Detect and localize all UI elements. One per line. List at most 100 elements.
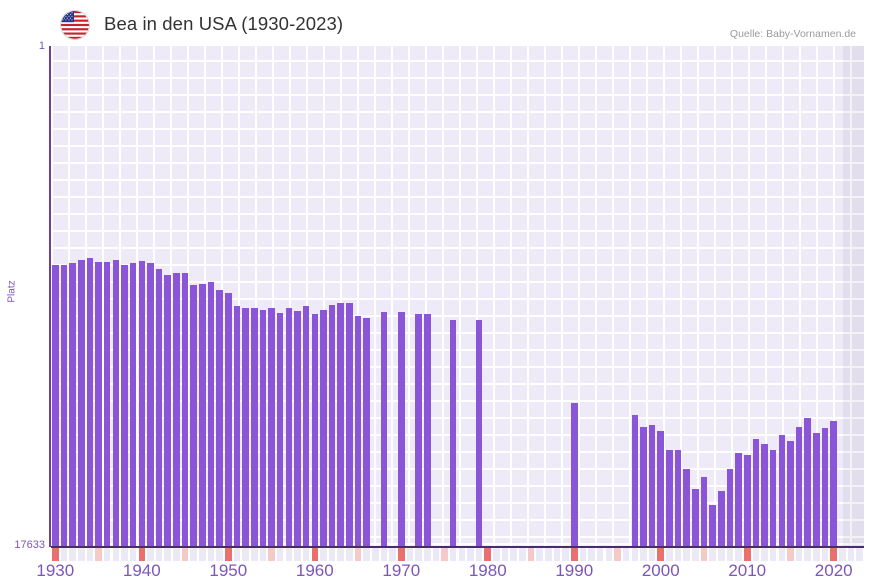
bar-1940[interactable] xyxy=(138,261,146,546)
bar-1951[interactable] xyxy=(233,305,241,546)
x-tick-2002 xyxy=(674,548,682,561)
bar-1960[interactable] xyxy=(311,313,319,546)
x-tick-1954 xyxy=(259,548,267,561)
y-axis-line xyxy=(49,46,51,547)
bar-1949[interactable] xyxy=(216,290,223,546)
x-tick-1994 xyxy=(605,548,613,561)
x-tick-1989 xyxy=(562,548,569,561)
bar-1990[interactable] xyxy=(570,403,578,546)
x-tick-1973 xyxy=(423,548,431,561)
bar-2003[interactable] xyxy=(683,468,690,546)
bar-1950[interactable] xyxy=(225,292,232,546)
bar-1979[interactable] xyxy=(475,319,483,546)
bar-1936[interactable] xyxy=(103,262,111,546)
y-axis: 1 17633 Platz xyxy=(0,0,50,587)
bar-1938[interactable] xyxy=(121,265,128,546)
x-tick-1999 xyxy=(648,548,656,561)
bar-1963[interactable] xyxy=(337,302,344,546)
x-tick-2019 xyxy=(821,548,829,561)
y-axis-top-tick: 1 xyxy=(38,40,45,52)
bar-1973[interactable] xyxy=(423,313,431,546)
future-shaded-region xyxy=(843,46,864,546)
x-tick-2021 xyxy=(839,548,846,561)
bar-1946[interactable] xyxy=(190,284,197,546)
bar-1953[interactable] xyxy=(250,307,258,546)
bar-1958[interactable] xyxy=(294,310,301,546)
x-tick-1956 xyxy=(276,548,284,561)
bar-1952[interactable] xyxy=(242,307,249,546)
bar-2010[interactable] xyxy=(743,455,751,546)
bar-2009[interactable] xyxy=(735,453,742,546)
x-tick-1970 xyxy=(397,548,405,561)
bar-2005[interactable] xyxy=(700,477,708,546)
x-tick-2009 xyxy=(735,548,742,561)
x-tick-2012 xyxy=(761,548,768,561)
bar-2002[interactable] xyxy=(674,449,682,546)
bar-1955[interactable] xyxy=(268,307,275,546)
bar-1954[interactable] xyxy=(259,309,267,546)
bar-1934[interactable] xyxy=(86,258,94,546)
x-axis-label-1930: 1930 xyxy=(36,561,75,580)
bar-1959[interactable] xyxy=(302,305,310,546)
bar-1939[interactable] xyxy=(129,263,137,546)
bar-1944[interactable] xyxy=(173,273,180,546)
bar-1947[interactable] xyxy=(199,284,206,546)
bar-1943[interactable] xyxy=(164,275,172,546)
x-tick-2003 xyxy=(683,548,690,561)
bar-2013[interactable] xyxy=(769,450,777,546)
bar-2011[interactable] xyxy=(752,439,760,546)
bar-1961[interactable] xyxy=(320,309,327,546)
x-axis-label-1940: 1940 xyxy=(122,561,161,580)
bar-1964[interactable] xyxy=(346,302,353,546)
bar-1976[interactable] xyxy=(449,319,457,546)
bar-1945[interactable] xyxy=(181,273,189,546)
x-tick-1990 xyxy=(570,548,578,561)
bar-1968[interactable] xyxy=(380,311,388,546)
bar-1948[interactable] xyxy=(207,281,215,546)
bar-1930[interactable] xyxy=(52,265,59,546)
x-tick-1992 xyxy=(588,548,595,561)
x-tick-1971 xyxy=(406,548,414,561)
x-tick-1940 xyxy=(138,548,146,561)
bar-1972[interactable] xyxy=(415,313,422,546)
bar-2000[interactable] xyxy=(657,430,665,546)
x-tick-1960 xyxy=(311,548,319,561)
bar-1942[interactable] xyxy=(155,269,163,546)
x-tick-1957 xyxy=(285,548,293,561)
bar-2018[interactable] xyxy=(813,432,820,546)
bar-1935[interactable] xyxy=(95,261,102,546)
bar-1997[interactable] xyxy=(631,414,639,546)
bar-1931[interactable] xyxy=(60,265,68,546)
bar-1956[interactable] xyxy=(276,312,284,546)
bar-1965[interactable] xyxy=(354,315,362,546)
bar-1966[interactable] xyxy=(363,317,370,546)
x-tick-2017 xyxy=(804,548,812,561)
bar-2016[interactable] xyxy=(795,426,803,546)
x-tick-2020 xyxy=(830,548,837,561)
bar-2014[interactable] xyxy=(778,435,786,546)
bar-2017[interactable] xyxy=(804,418,812,546)
bar-2008[interactable] xyxy=(726,469,734,546)
bar-2020[interactable] xyxy=(830,421,837,546)
bar-2006[interactable] xyxy=(709,505,716,546)
bar-1998[interactable] xyxy=(640,426,647,546)
bar-1937[interactable] xyxy=(112,260,120,546)
bar-2012[interactable] xyxy=(761,444,768,546)
bar-1941[interactable] xyxy=(147,263,154,546)
bar-2004[interactable] xyxy=(692,489,699,546)
bar-1962[interactable] xyxy=(328,304,336,546)
x-axis-tick-strip xyxy=(51,548,864,561)
bar-2001[interactable] xyxy=(666,449,673,546)
x-tick-2000 xyxy=(657,548,665,561)
bar-2019[interactable] xyxy=(821,427,829,546)
bar-2007[interactable] xyxy=(718,491,725,546)
bar-1957[interactable] xyxy=(285,307,293,546)
bar-1933[interactable] xyxy=(77,260,85,546)
bar-2015[interactable] xyxy=(787,441,794,546)
bar-1999[interactable] xyxy=(648,425,656,546)
page-title: Bea in den USA (1930-2023) xyxy=(104,13,344,34)
bar-1970[interactable] xyxy=(397,311,405,546)
bar-1932[interactable] xyxy=(69,263,76,546)
x-tick-1976 xyxy=(449,548,457,561)
